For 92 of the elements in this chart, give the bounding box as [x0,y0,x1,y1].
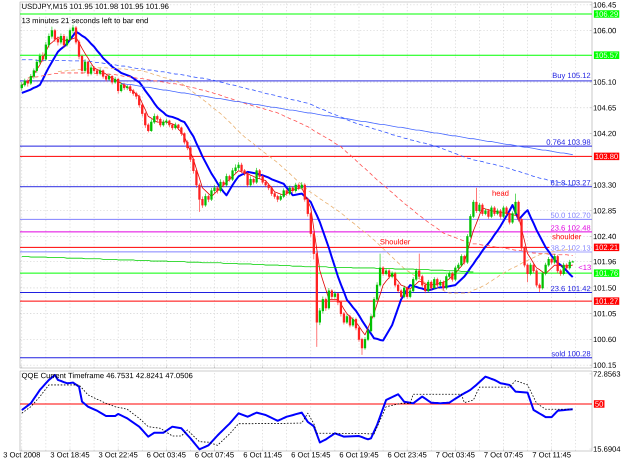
candlestick [433,276,436,290]
candlestick [20,82,23,91]
candlestick [162,120,164,127]
candlestick [110,74,114,85]
candlestick [330,288,334,300]
candlestick [487,208,490,220]
candlestick [225,173,228,188]
candlestick [550,257,553,265]
candlestick [406,286,408,300]
candlestick [490,205,493,218]
candlestick [222,180,225,188]
candlestick [454,265,456,282]
candlestick [529,262,532,276]
candlestick [123,82,126,90]
candlestick [231,168,234,182]
candlestick [24,78,26,87]
candlestick [403,285,406,299]
candlestick [334,291,336,300]
candlestick [286,188,288,196]
candlestick [298,182,300,190]
candlestick [496,208,499,216]
candlestick [165,118,168,125]
candlestick [382,266,384,276]
candlestick [86,60,90,77]
candlestick [562,262,565,276]
candlestick [300,182,303,190]
candlestick [478,202,481,213]
candlestick [439,280,442,288]
candlestick [114,76,116,84]
candlestick [90,64,92,76]
candlestick [294,182,297,193]
candlestick [210,188,213,202]
candlestick [249,176,252,188]
candlestick [427,280,430,293]
candlestick [60,33,62,45]
candlestick [493,206,496,216]
candlestick [502,205,505,218]
candlestick [108,74,110,82]
candlestick [26,78,29,87]
candlestick [62,34,66,48]
candlestick [430,280,432,291]
candlestick [204,193,207,208]
candlestick [346,314,348,324]
candlestick [237,162,240,170]
candlestick [240,162,243,174]
candlestick [98,68,102,76]
candlestick [556,254,559,274]
candlestick [288,185,291,196]
candlestick [324,297,328,312]
candlestick [120,82,122,93]
candlestick [219,178,222,193]
candlestick [568,260,571,270]
candlestick [499,208,502,220]
candlestick [92,66,96,74]
candlestick [246,172,249,188]
candlestick [129,84,132,94]
candlestick [292,186,294,194]
candlestick [463,254,466,265]
candlestick [42,52,44,62]
candlestick [475,188,478,214]
candlestick [282,188,285,198]
candlestick [390,271,394,279]
candlestick [484,208,487,216]
candlestick [84,58,86,74]
candlestick [276,194,279,202]
candlestick [207,194,210,202]
candlestick [348,314,352,328]
candlestick [554,254,556,264]
candlestick [442,280,444,291]
candlestick [451,272,454,282]
candlestick [216,186,219,194]
candlestick [132,88,134,96]
candlestick [460,254,462,268]
candlestick [159,117,162,128]
candlestick [102,69,104,79]
candlestick [328,288,330,310]
candlestick [168,120,170,128]
candlestick [228,174,231,182]
candlestick [117,78,120,94]
candlestick [436,277,438,288]
candlestick [54,28,56,42]
candlestick [252,177,255,185]
candlestick [388,268,390,280]
candlestick [96,68,98,76]
candlestick [352,316,354,328]
candlestick [566,263,568,271]
candlestick [445,274,448,290]
candlestick [174,122,176,130]
candlestick [171,124,174,130]
candlestick [255,168,258,184]
candlestick [126,84,128,90]
candlestick [270,186,273,196]
